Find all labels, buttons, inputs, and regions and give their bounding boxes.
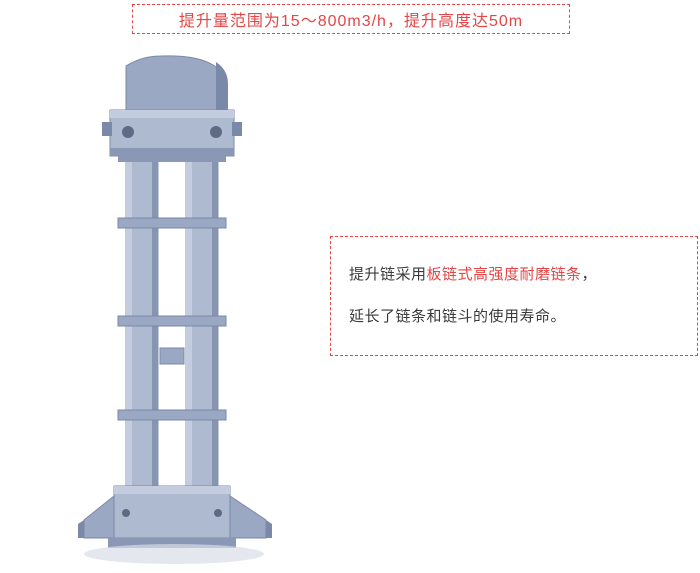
top-banner-text: 提升量范围为15～800m3/h，提升高度达50m xyxy=(179,7,523,31)
elevator-svg xyxy=(66,48,276,568)
description-line-2: 延长了链条和链斗的使用寿命。 xyxy=(349,305,679,329)
desc-highlight: 板链式高强度耐磨链条 xyxy=(427,266,582,283)
top-banner-box: 提升量范围为15～800m3/h，提升高度达50m xyxy=(132,4,570,34)
description-line-1: 提升链采用板链式高强度耐磨链条， xyxy=(349,263,679,287)
desc-pre: 提升链采用 xyxy=(349,266,427,283)
description-box: 提升链采用板链式高强度耐磨链条， 延长了链条和链斗的使用寿命。 xyxy=(330,236,698,356)
desc-post: ， xyxy=(582,266,598,283)
bucket-elevator-diagram xyxy=(66,48,276,568)
